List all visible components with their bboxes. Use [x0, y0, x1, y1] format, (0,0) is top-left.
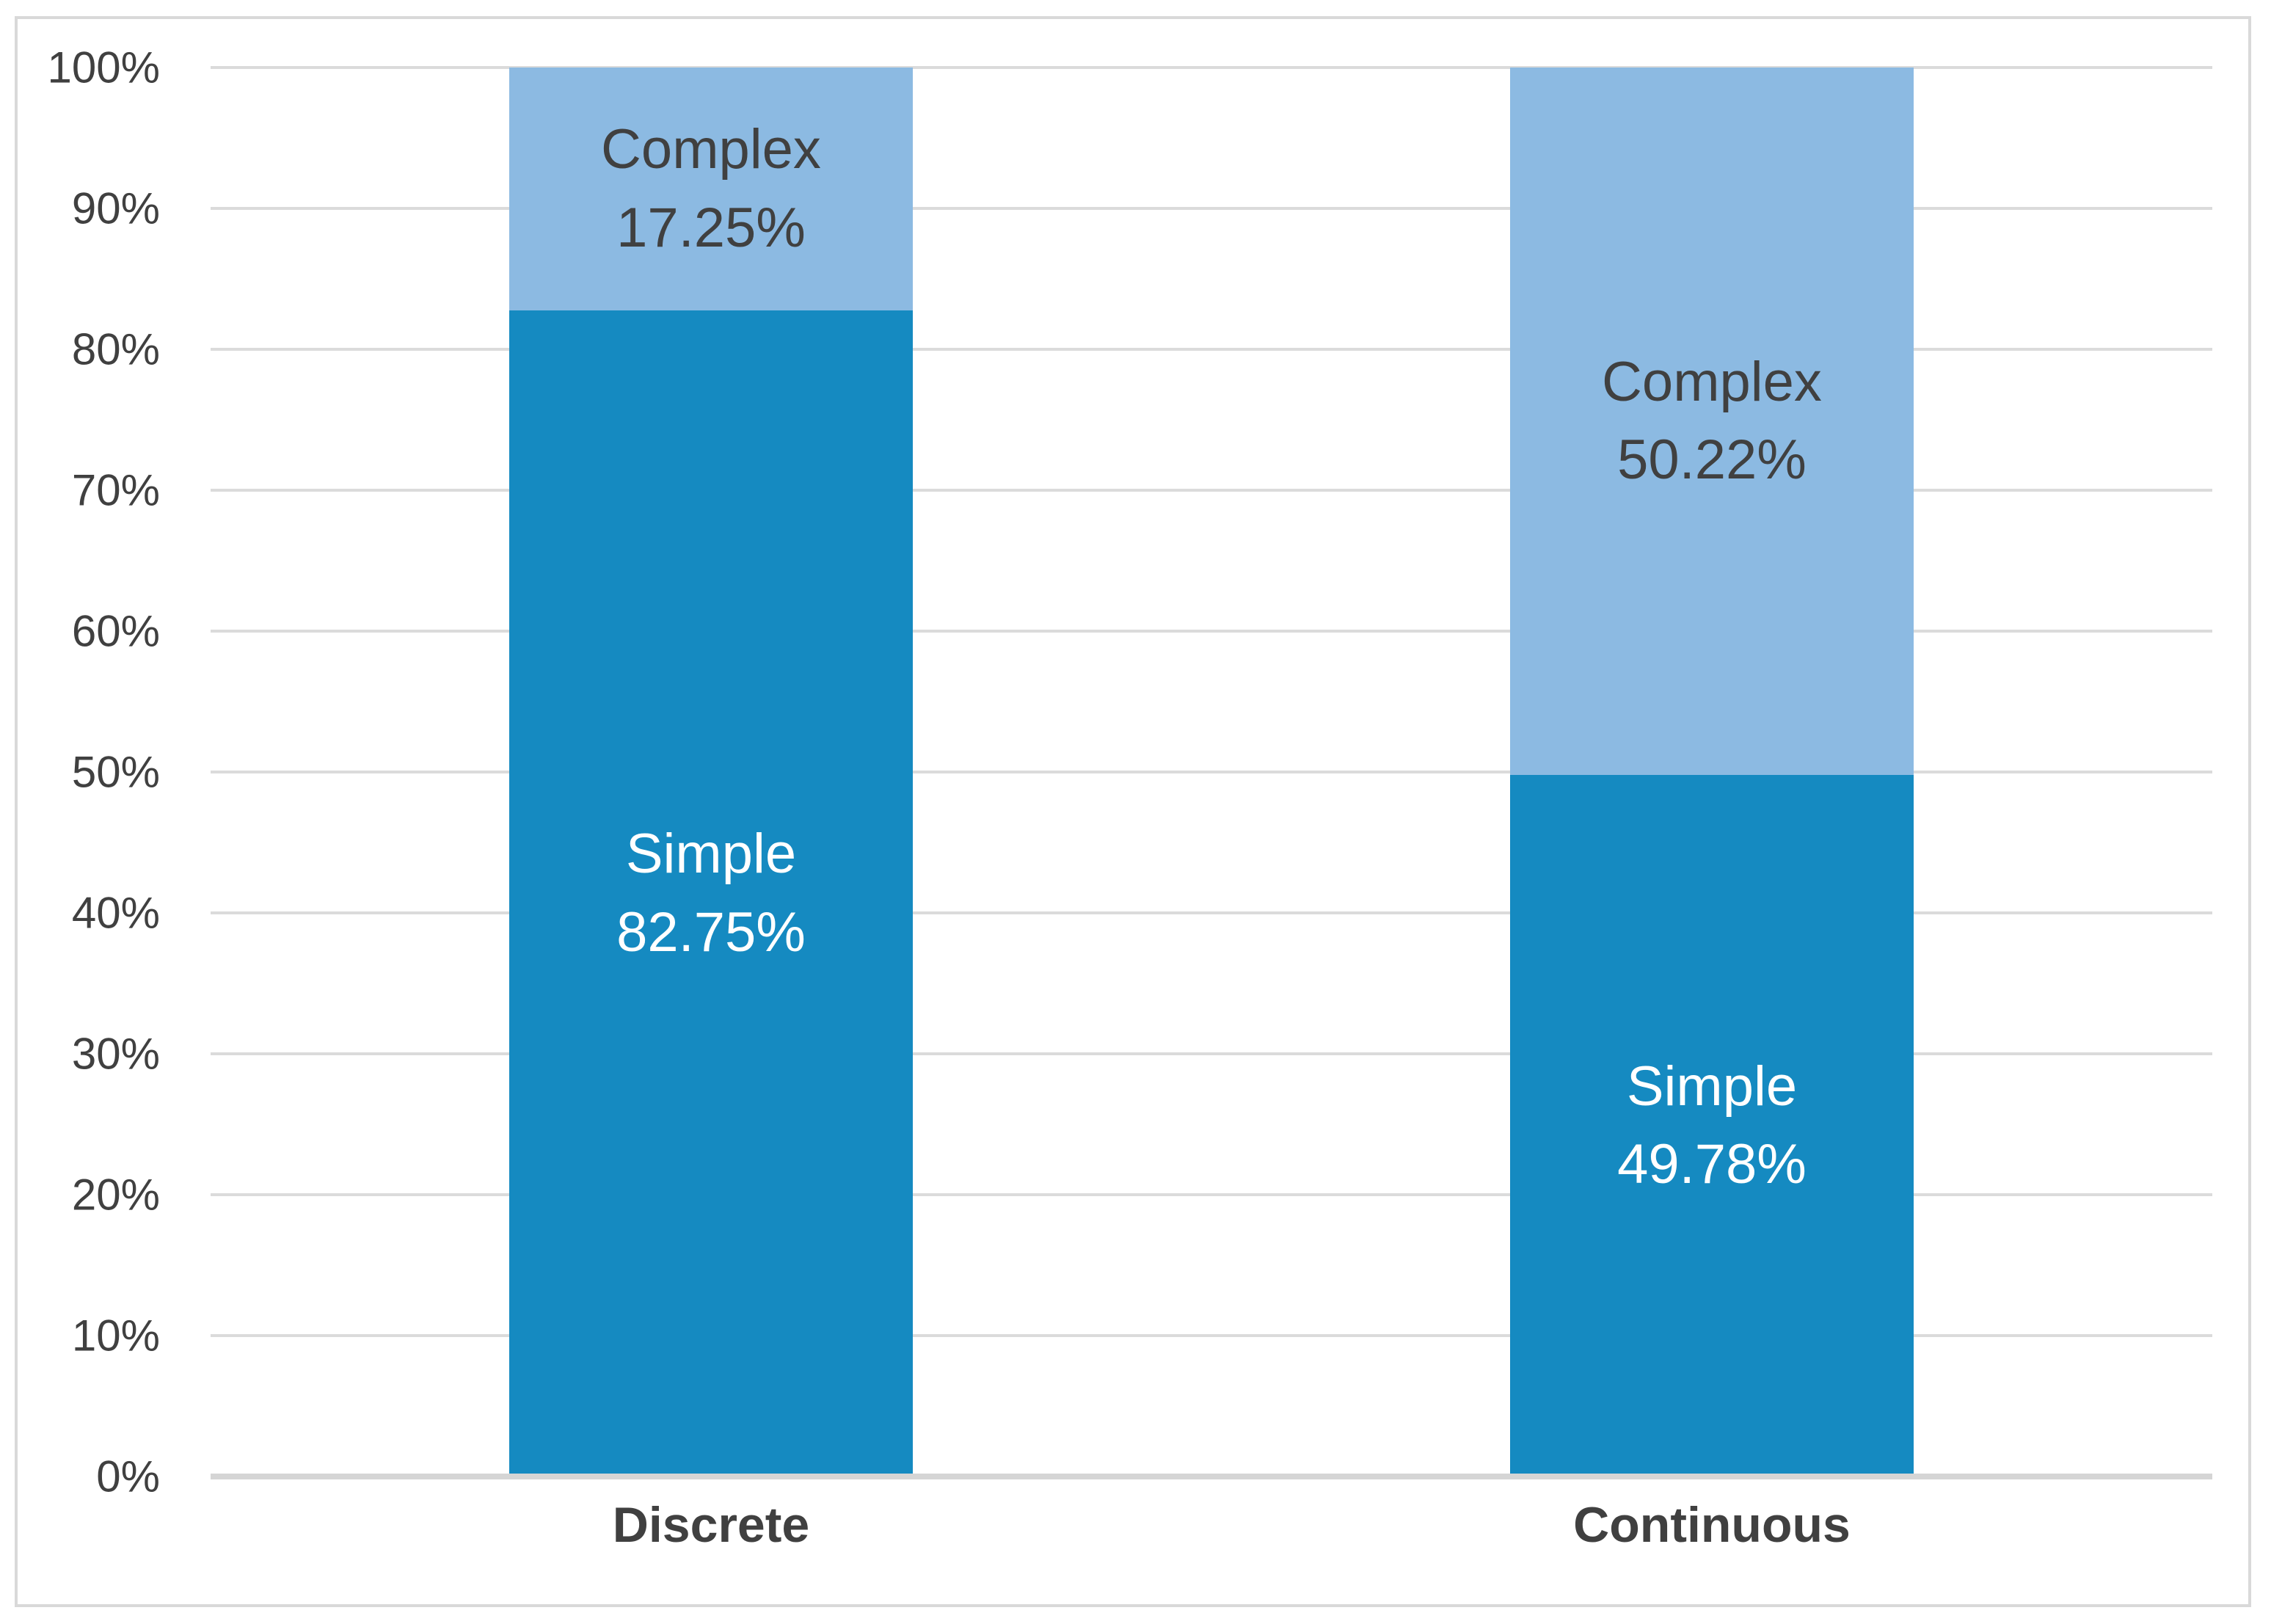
y-tick-label: 30% [71, 1029, 160, 1079]
segment-label-value: 49.78% [1617, 1133, 1807, 1196]
y-gridline [211, 207, 2212, 210]
y-tick-label: 0% [96, 1452, 160, 1501]
bar-segment-complex: Complex 50.22% [1510, 68, 1914, 776]
segment-label-name: Complex [1602, 350, 1822, 413]
plot-area: Complex 17.25% Simple 82.75% Complex 50.22% Si… [211, 66, 2212, 1476]
y-gridline [211, 630, 2212, 633]
y-gridline [211, 66, 2212, 69]
bar-segment-simple: Simple 82.75% [509, 310, 913, 1476]
segment-label-value: 82.75% [616, 900, 806, 964]
y-gridline [211, 489, 2212, 492]
y-gridline [211, 771, 2212, 773]
y-gridline [211, 911, 2212, 914]
segment-label-name: Complex [601, 118, 821, 181]
y-tick-label: 100% [47, 43, 160, 92]
y-gridline [211, 1193, 2212, 1196]
bar-segment-simple: Simple 49.78% [1510, 775, 1914, 1476]
y-tick-label: 40% [71, 888, 160, 938]
y-tick-label: 50% [71, 747, 160, 797]
y-tick-label: 80% [71, 324, 160, 374]
y-tick-label: 70% [71, 465, 160, 515]
y-gridline [211, 348, 2212, 351]
y-tick-label: 90% [71, 183, 160, 233]
segment-label-value: 17.25% [616, 196, 806, 259]
bar-column-discrete: Complex 17.25% Simple 82.75% [509, 68, 913, 1476]
segment-label-value: 50.22% [1617, 429, 1807, 492]
y-tick-label: 10% [71, 1311, 160, 1361]
y-tick-label: 20% [71, 1170, 160, 1220]
segment-label-name: Simple [625, 823, 797, 886]
x-category-label: Continuous [1573, 1497, 1851, 1553]
y-gridline [211, 1334, 2212, 1337]
x-axis-line [211, 1474, 2212, 1479]
segment-label-name: Simple [1626, 1055, 1798, 1118]
bar-column-continuous: Complex 50.22% Simple 49.78% [1510, 68, 1914, 1476]
y-gridline [211, 1052, 2212, 1055]
bar-segment-complex: Complex 17.25% [509, 68, 913, 311]
x-category-label: Discrete [612, 1497, 810, 1553]
y-tick-label: 60% [71, 606, 160, 656]
